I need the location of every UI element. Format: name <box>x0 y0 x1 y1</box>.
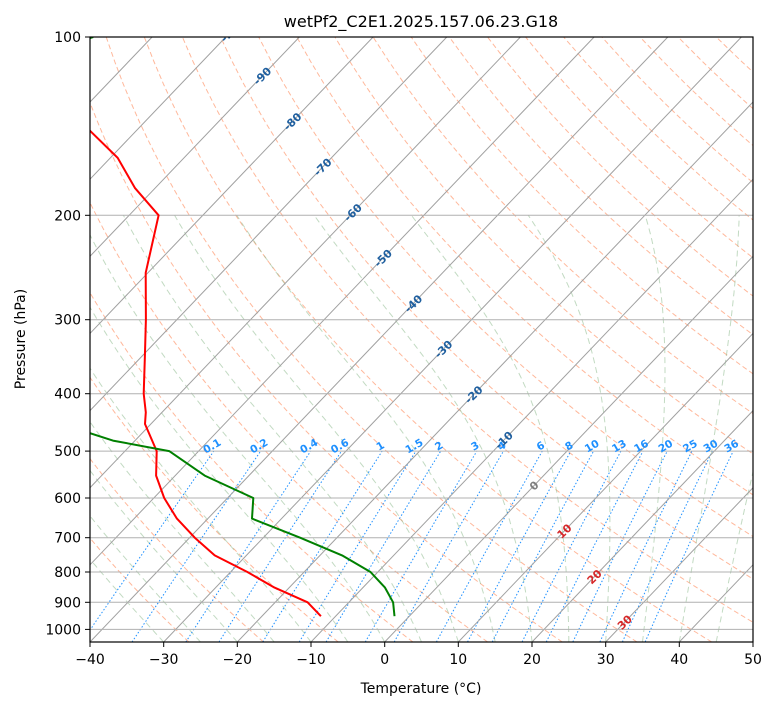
plot-frame <box>89 36 754 643</box>
isotherm-line <box>0 37 78 642</box>
x-tick-label: 20 <box>523 652 541 668</box>
mixing-ratio-line <box>131 450 262 642</box>
dry-adiabat-line <box>448 37 753 336</box>
moist-adiabat-line <box>90 558 165 642</box>
x-tick-label: −30 <box>149 652 179 668</box>
x-tick-label: 30 <box>597 652 615 668</box>
mixing-ratio-line <box>644 450 734 642</box>
x-tick-label: −40 <box>75 652 105 668</box>
x-tick-label: 50 <box>744 652 762 668</box>
dry-adiabat-line <box>90 101 563 642</box>
isotherm-line <box>90 37 669 642</box>
isotherm-line <box>90 37 595 566</box>
background-lines <box>0 37 775 642</box>
y-tick-label: 600 <box>54 491 81 507</box>
mixing-ratio-line <box>185 450 312 642</box>
y-tick-label: 900 <box>54 595 81 611</box>
moist-adiabat-line <box>90 515 201 642</box>
mixing-ratio-line <box>599 450 693 642</box>
y-tick-label: 100 <box>54 30 81 46</box>
y-tick-label: 400 <box>54 387 81 403</box>
isotherm-line <box>457 332 753 642</box>
mixing-ratio-line <box>467 450 572 642</box>
x-tick-label: 10 <box>449 652 467 668</box>
y-tick-label: 500 <box>54 444 81 460</box>
plot-area <box>90 37 753 642</box>
moist-adiabat-line <box>90 367 312 642</box>
moist-adiabat-line <box>313 215 533 642</box>
mixing-ratio-line <box>545 450 644 642</box>
isotherm-line <box>0 37 5 642</box>
isotherm-line <box>90 37 521 489</box>
y-axis-ticks: 100 200 300 400 500 600 700 800 900 1000 <box>45 30 90 638</box>
dry-adiabat-line <box>105 37 638 642</box>
mixing-ratio-line <box>621 450 713 642</box>
isotherm-line <box>90 37 227 180</box>
dry-adiabat-line <box>372 37 753 415</box>
isotherm-line <box>236 101 753 642</box>
dry-adiabat-line <box>90 201 488 642</box>
dewpoint-profile-line <box>90 37 396 617</box>
profile-series <box>90 37 396 617</box>
moist-adiabat-line <box>236 215 496 642</box>
x-tick-label: 40 <box>670 652 688 668</box>
mixing-ratio-line <box>435 450 543 642</box>
moist-adiabat-line <box>90 233 386 642</box>
dry-adiabat-line <box>90 537 190 642</box>
dry-adiabat-line <box>258 37 753 538</box>
y-tick-label: 300 <box>54 313 81 329</box>
y-tick-label: 800 <box>54 565 81 581</box>
isotherm-line <box>90 37 448 412</box>
mixing-ratio-line <box>521 450 622 642</box>
x-tick-label: −20 <box>223 652 253 668</box>
isotherm-line <box>163 37 742 642</box>
moist-adiabat-line <box>678 215 740 642</box>
isotherm-line <box>752 641 753 642</box>
mixing-ratio-line <box>262 450 383 642</box>
dry-adiabat-line <box>487 37 753 297</box>
dry-adiabat-line <box>220 37 753 580</box>
dry-adiabat-line <box>754 37 775 642</box>
isotherm-line <box>384 255 753 642</box>
y-tick-label: 1000 <box>45 622 81 638</box>
chart-title: wetPf2_C2E1.2025.157.06.23.G18 <box>284 12 558 32</box>
moist-adiabat-line <box>411 214 570 642</box>
isotherm-line <box>90 37 300 258</box>
isotherm-line <box>605 487 753 642</box>
mixing-ratio-line <box>218 450 342 642</box>
x-tick-label: 0 <box>380 652 389 668</box>
dry-adiabat-line <box>181 37 753 623</box>
mixing-ratio-line <box>325 450 442 642</box>
y-tick-label: 700 <box>54 531 81 547</box>
moist-adiabat-line <box>642 215 666 642</box>
temperature-profile-line <box>90 129 322 617</box>
y-tick-label: 200 <box>54 208 81 224</box>
dry-adiabat-line <box>296 37 753 496</box>
x-axis-ticks: −40 −30 −20 −10 0 10 20 30 40 50 <box>75 642 762 668</box>
dry-adiabat-line <box>90 457 264 642</box>
isotherm-line <box>310 178 753 642</box>
isotherm-line <box>90 37 374 335</box>
x-axis-label: Temperature (°C) <box>360 681 482 697</box>
moist-adiabat-line <box>527 215 611 642</box>
moist-adiabat-line <box>122 215 422 642</box>
y-axis-label: Pressure (hPa) <box>13 289 29 389</box>
mixing-ratio-line <box>298 450 417 642</box>
pressure-gridlines <box>90 37 753 630</box>
x-tick-label: −10 <box>296 652 326 668</box>
isotherm-label: 40 <box>645 658 665 678</box>
mixing-ratio-line <box>90 450 215 631</box>
isotherm-line <box>531 409 753 642</box>
